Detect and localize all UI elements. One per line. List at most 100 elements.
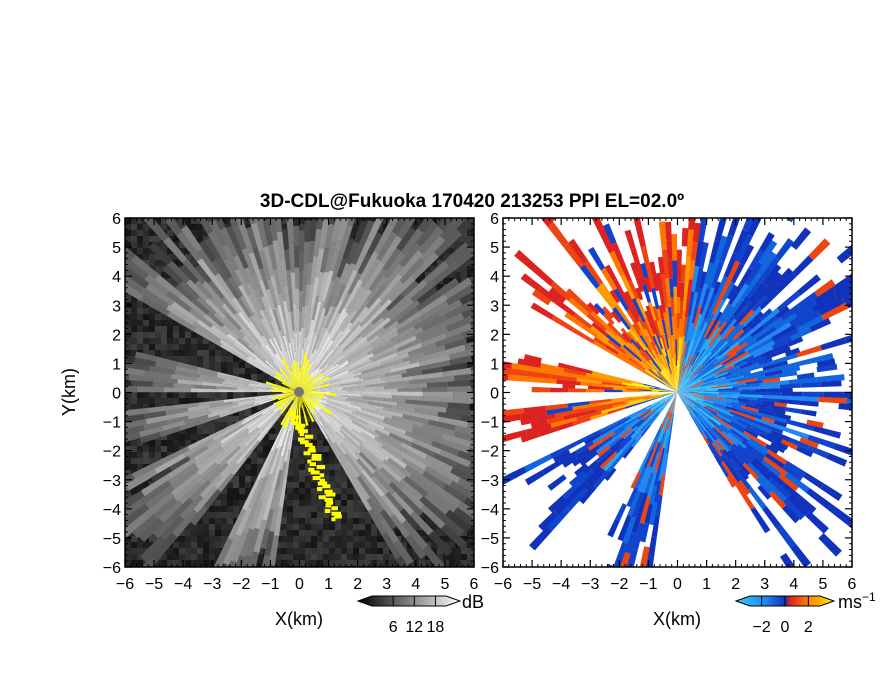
intensity-ray-segment xyxy=(332,321,353,347)
noise-cell xyxy=(467,560,473,566)
intensity-ray-segment xyxy=(304,283,311,306)
intensity-ray-segment xyxy=(282,153,292,183)
noise-cell xyxy=(287,560,293,566)
noise-cell xyxy=(311,530,317,536)
noise-cell xyxy=(305,410,311,416)
intensity-ray-segment xyxy=(125,431,141,443)
intensity-ray-segment xyxy=(391,415,425,428)
intensity-ray-segment xyxy=(350,403,378,412)
intensity-ray-segment xyxy=(349,339,369,355)
intensity-xlabel: X(km) xyxy=(275,609,323,629)
noise-cell xyxy=(131,248,137,254)
intensity-ray-segment xyxy=(384,416,414,429)
noise-cell xyxy=(131,548,137,554)
intensity-ray-segment xyxy=(457,450,474,463)
intensity-ray-segment xyxy=(293,367,299,392)
intensity-ray-segment xyxy=(219,424,248,445)
intensity-ray-segment xyxy=(190,297,210,315)
intensity-ray-segment xyxy=(261,335,276,355)
intensity-ray-segment xyxy=(319,410,341,432)
intensity-ray-segment xyxy=(421,366,444,375)
noise-cell xyxy=(179,350,185,356)
intensity-ray-segment xyxy=(241,159,256,190)
intensity-ray-segment xyxy=(301,284,307,307)
noise-cell xyxy=(323,452,329,458)
intensity-ray-segment xyxy=(321,402,345,414)
intensity-ray-segment xyxy=(296,308,299,330)
intensity-ray-segment xyxy=(301,306,305,328)
noise-cell xyxy=(185,428,191,434)
intensity-ray-segment xyxy=(161,420,186,432)
intensity-ray-segment xyxy=(286,218,294,243)
intensity-ray-segment xyxy=(388,218,400,227)
noise-cell xyxy=(125,446,131,452)
noise-cell xyxy=(293,530,299,536)
noise-cell xyxy=(161,452,167,458)
intensity-ray-segment xyxy=(324,397,352,405)
intensity-ray-segment xyxy=(467,447,474,456)
noise-cell xyxy=(467,542,473,548)
intensity-ray-segment xyxy=(339,429,362,451)
y-tick-label: −1 xyxy=(103,415,121,432)
y-tick-label: 1 xyxy=(112,356,121,373)
intensity-ray-segment xyxy=(225,225,241,249)
intensity-ray-segment xyxy=(422,470,447,490)
intensity-ray-segment xyxy=(187,410,211,420)
noise-cell xyxy=(233,362,239,368)
intensity-ray-segment xyxy=(338,320,361,347)
intensity-ray-segment xyxy=(294,392,299,412)
intensity-ray-segment xyxy=(250,271,264,298)
clipped-echo-spike xyxy=(299,392,309,426)
intensity-ray-segment xyxy=(285,350,294,372)
noise-cell xyxy=(227,356,233,362)
intensity-ray-segment xyxy=(216,374,238,382)
clipped-echo-strip xyxy=(298,429,308,434)
x-tick-label: −4 xyxy=(174,576,192,593)
noise-cell xyxy=(149,248,155,254)
intensity-ray-segment xyxy=(279,450,287,471)
intensity-ray-segment xyxy=(436,277,460,298)
intensity-ray-segment xyxy=(242,504,258,535)
intensity-ray-segment xyxy=(307,335,317,365)
noise-cell xyxy=(311,518,317,524)
noise-cell xyxy=(353,536,359,542)
noise-cell xyxy=(323,524,329,530)
intensity-ray-segment xyxy=(254,358,278,376)
intensity-ray-segment xyxy=(345,284,365,314)
intensity-ray-segment xyxy=(454,373,474,382)
intensity-ray-segment xyxy=(391,335,417,350)
intensity-ray-segment xyxy=(354,368,383,379)
intensity-ray-segment xyxy=(366,497,385,522)
intensity-ray-segment xyxy=(220,296,237,315)
intensity-ray-segment xyxy=(363,373,386,381)
intensity-ray-segment xyxy=(308,352,320,373)
noise-cell xyxy=(197,560,203,566)
intensity-ray-segment xyxy=(269,360,285,377)
noise-cell xyxy=(197,434,203,440)
intensity-ray-segment xyxy=(139,426,164,438)
noise-cell xyxy=(125,338,131,344)
intensity-ray-segment xyxy=(283,285,291,313)
noise-cell xyxy=(239,464,245,470)
noise-cell xyxy=(467,362,473,368)
noise-cell xyxy=(305,560,311,566)
intensity-ray-segment xyxy=(237,397,269,406)
noise-cell xyxy=(167,254,173,260)
noise-cell xyxy=(137,236,143,242)
noise-cell xyxy=(317,524,323,530)
noise-cell xyxy=(329,542,335,548)
noise-cell xyxy=(137,452,143,458)
noise-cell xyxy=(233,494,239,500)
intensity-ray-segment xyxy=(287,311,294,339)
intensity-ray-segment xyxy=(196,452,225,476)
noise-cell xyxy=(377,548,383,554)
noise-cell xyxy=(215,554,221,560)
intensity-ray-segment xyxy=(327,425,344,444)
noise-cell xyxy=(461,230,467,236)
intensity-ray-segment xyxy=(390,514,411,539)
noise-cell xyxy=(329,530,335,536)
noise-cell xyxy=(125,452,131,458)
intensity-ray-segment xyxy=(361,442,386,463)
noise-cell xyxy=(143,458,149,464)
intensity-ray-segment xyxy=(425,454,454,473)
